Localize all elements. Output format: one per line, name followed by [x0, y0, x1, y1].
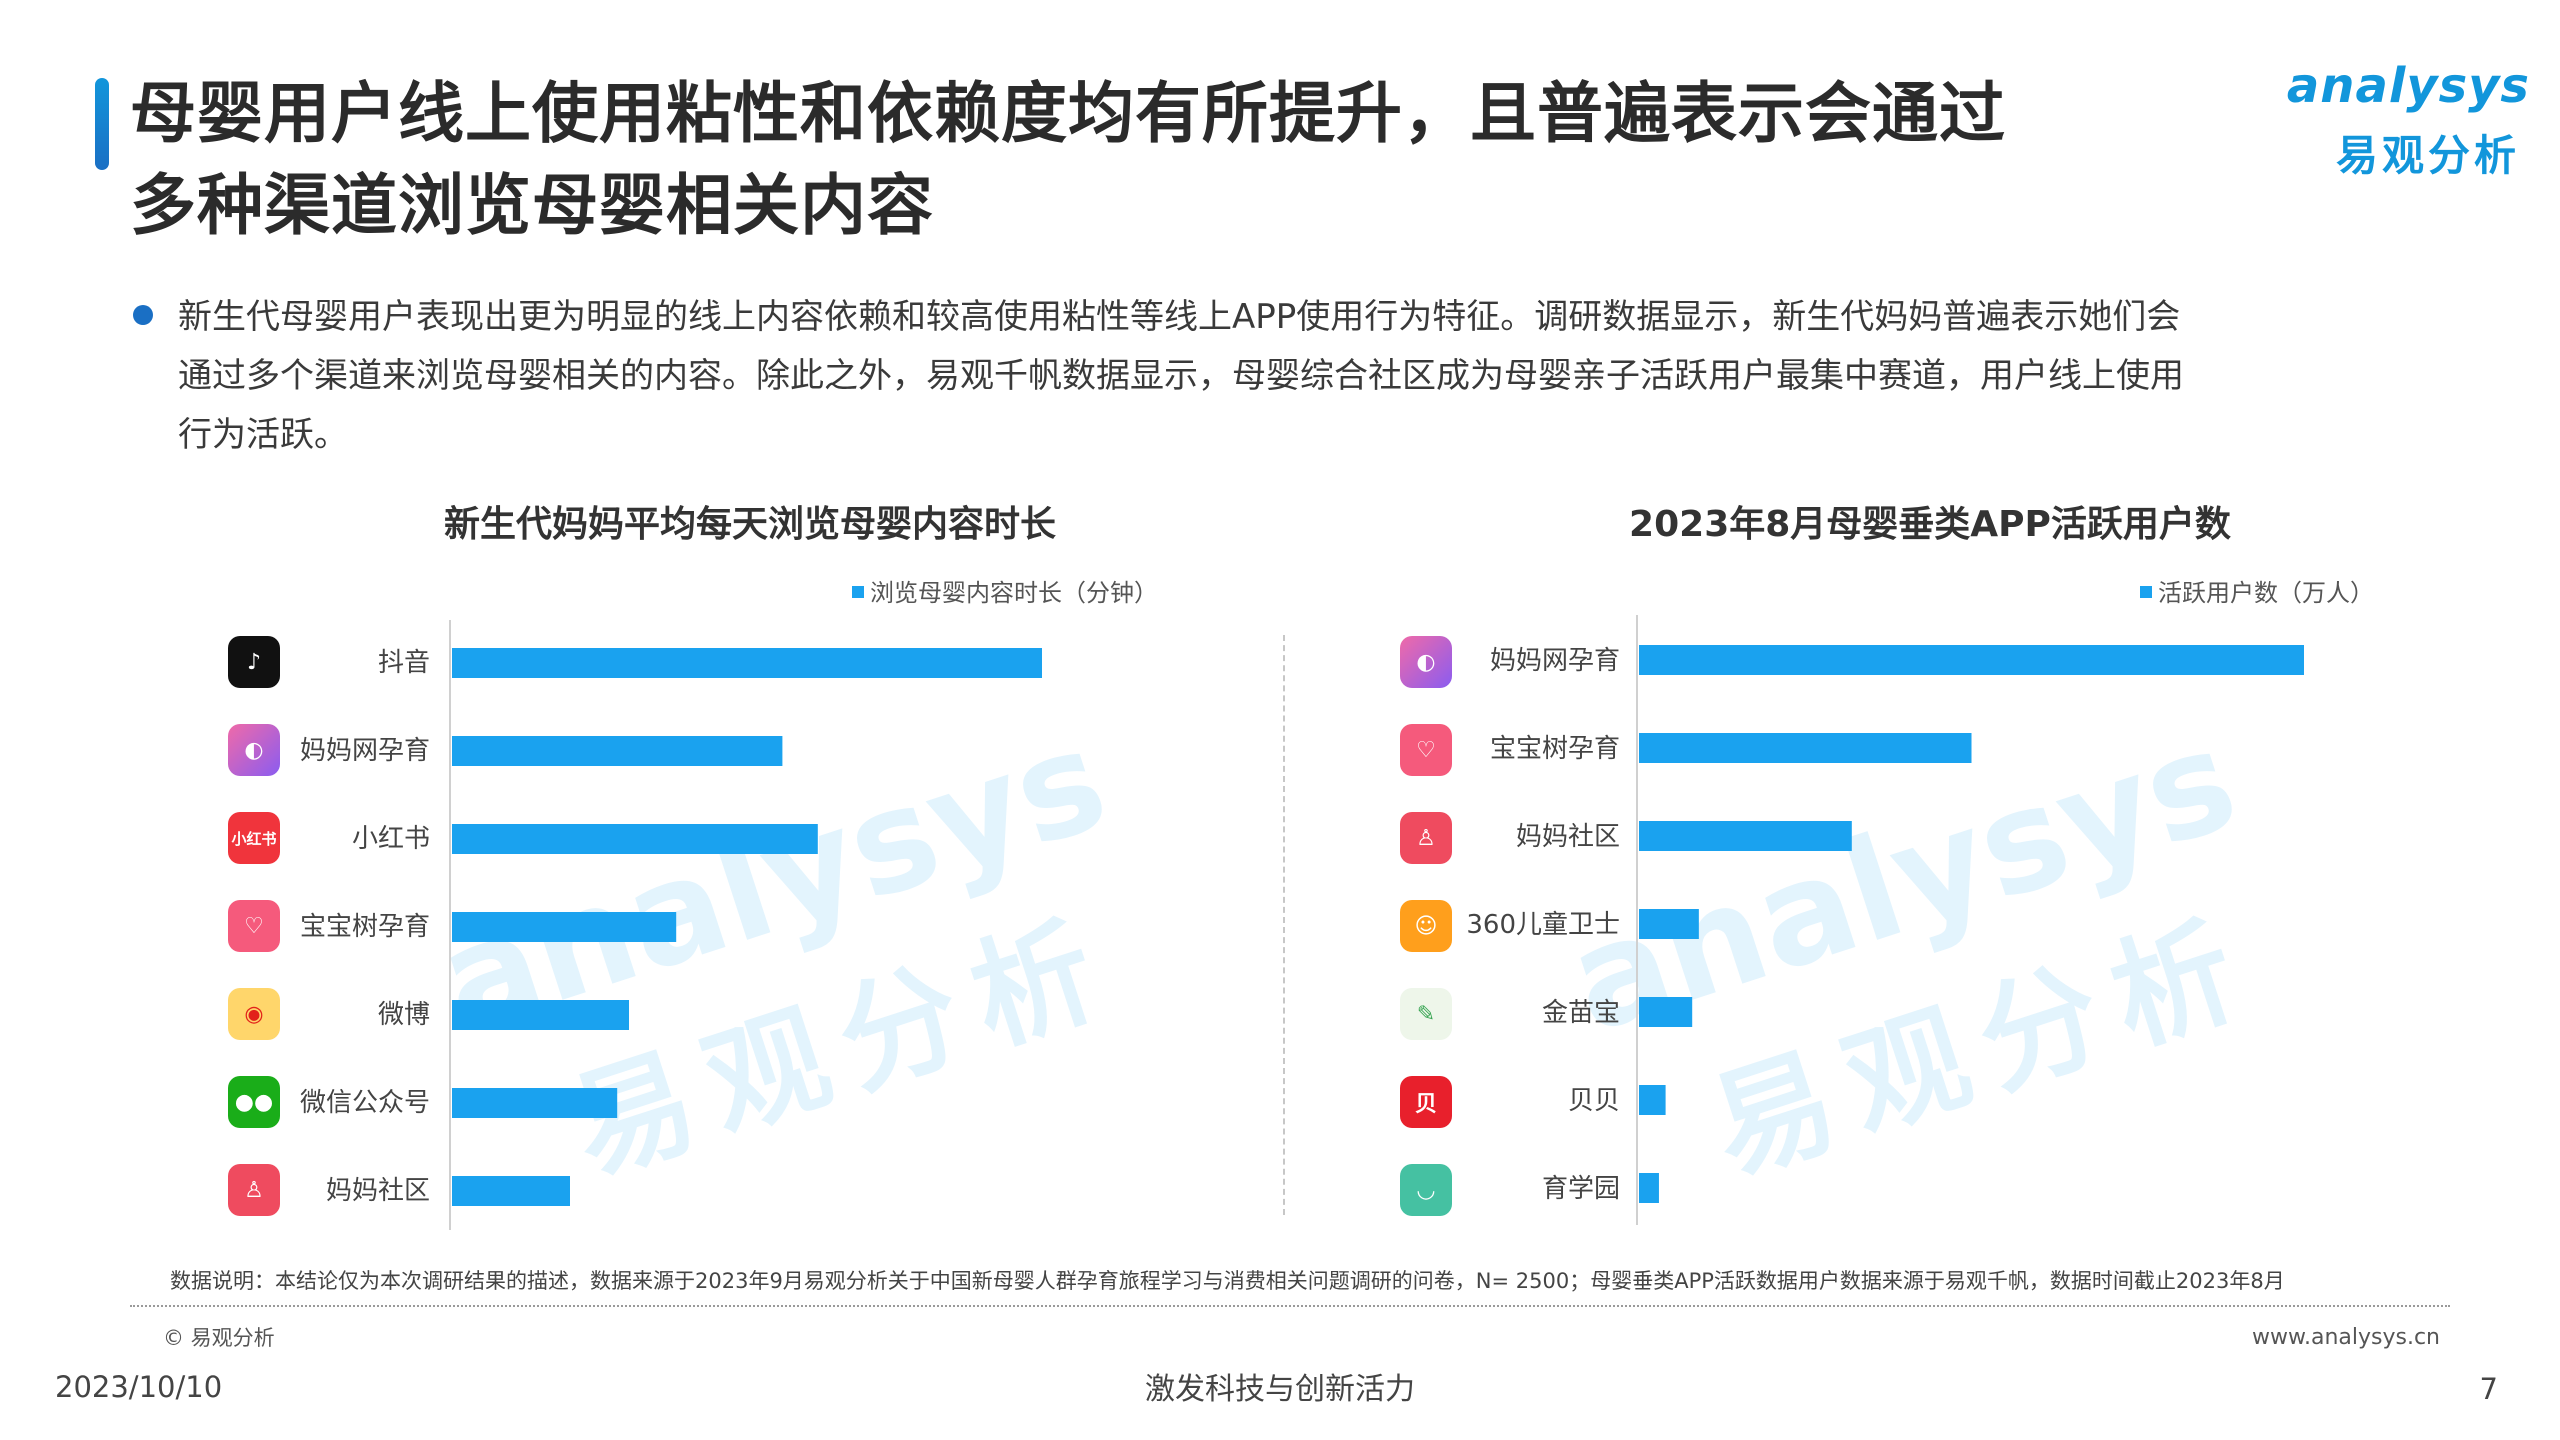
chart-1-bar-6 — [452, 1088, 618, 1118]
mama-community-icon: ♙ — [1400, 812, 1452, 864]
title-accent-bar — [95, 78, 109, 170]
chart-2-category-label: 金苗宝 — [1541, 998, 1620, 1028]
chart-2-bar-4 — [1639, 909, 1699, 939]
report-date: 2023/10/10 — [55, 1370, 223, 1404]
beibei-icon: 贝 — [1400, 1076, 1452, 1128]
bullet-paragraph: 新生代母婴用户表现出更为明显的线上内容依赖和较高使用粘性等线上APP使用行为特征… — [178, 288, 2408, 465]
chart-2-title: 2023年8月母婴垂类APP活跃用户数 — [1629, 504, 2231, 545]
jinmiaobao-icon: ✎ — [1400, 988, 1452, 1040]
title-line-1: 母婴用户线上使用粘性和依赖度均有所提升，且普遍表示会通过 — [130, 75, 2006, 152]
chart-1-bar-2 — [452, 736, 783, 766]
bullet-line-3: 行为活跃。 — [178, 415, 348, 455]
chart-2-bar-5 — [1639, 997, 1693, 1027]
bullet-line-2: 通过多个渠道来浏览母婴相关的内容。除此之外，易观千帆数据显示，母婴综合社区成为母… — [178, 356, 2184, 396]
copyright-text: © 易观分析 — [163, 1326, 275, 1350]
bullet-dot-icon — [133, 305, 153, 325]
legend-swatch — [2140, 586, 2152, 598]
chart-2-category-label: 360儿童卫士 — [1466, 910, 1620, 940]
chart-1-category-label: 妈妈网孕育 — [299, 736, 430, 766]
legend-swatch — [852, 586, 864, 598]
chart-1-bar-3 — [452, 824, 818, 854]
bullet-line-1: 新生代母婴用户表现出更为明显的线上内容依赖和较高使用粘性等线上APP使用行为特征… — [178, 297, 2181, 337]
chart-1-category-label: 宝宝树孕育 — [299, 912, 430, 942]
douyin-icon: ♪ — [228, 636, 280, 688]
logo-english: analysys — [2286, 58, 2530, 114]
chart-1-category-label: 小红书 — [351, 824, 430, 854]
chart-1-title: 新生代妈妈平均每天浏览母婴内容时长 — [443, 504, 1056, 545]
chart-2-bar-6 — [1639, 1085, 1666, 1115]
mamawang-icon: ◐ — [228, 724, 280, 776]
chart-2-legend-label: 活跃用户数（万人） — [2158, 579, 2374, 607]
page-title: 母婴用户线上使用粘性和依赖度均有所提升，且普遍表示会通过 多种渠道浏览母婴相关内… — [130, 68, 2270, 252]
chart-2-bar-7 — [1639, 1173, 1659, 1203]
xiaohongshu-icon: 小红书 — [228, 812, 280, 864]
title-line-2: 多种渠道浏览母婴相关内容 — [130, 167, 934, 244]
analysys-logo: analysys 易观分析 — [2270, 58, 2530, 188]
chart-1-category-label: 微博 — [377, 1000, 430, 1030]
chart-2-category-label: 宝宝树孕育 — [1489, 734, 1620, 764]
chart-2-bar-1 — [1639, 645, 2304, 675]
chart-2-bar-2 — [1639, 733, 1972, 763]
mamawang-icon: ◐ — [1400, 636, 1452, 688]
chart-2-category-label: 育学园 — [1541, 1174, 1620, 1204]
mama-community-icon: ♙ — [228, 1164, 280, 1216]
chart-2-bar-3 — [1639, 821, 1852, 851]
data-source-note: 数据说明：本结论仅为本次调研结果的描述，数据来源于2023年9月易观分析关于中国… — [170, 1269, 2285, 1293]
yuxueyuan-icon: ◡ — [1400, 1164, 1452, 1216]
chart-2-category-label: 妈妈社区 — [1515, 822, 1620, 852]
babytree-icon: ♡ — [228, 900, 280, 952]
kids-guard-icon: ☺ — [1400, 900, 1452, 952]
page-number: 7 — [2479, 1372, 2498, 1406]
footer-slogan: 激发科技与创新活力 — [1145, 1372, 1415, 1407]
chart-1-bar-7 — [452, 1176, 570, 1206]
wechat-icon: ●● — [228, 1076, 280, 1128]
footer-dotted-divider — [130, 1305, 2450, 1307]
chart-1-category-label: 微信公众号 — [299, 1088, 430, 1118]
chart-1-category-label: 妈妈社区 — [325, 1176, 430, 1206]
babytree-icon: ♡ — [1400, 724, 1452, 776]
chart-1-bar-5 — [452, 1000, 629, 1030]
weibo-icon: ◉ — [228, 988, 280, 1040]
chart-1-legend: 浏览母婴内容时长（分钟） — [852, 573, 1158, 608]
logo-chinese: 易观分析 — [2335, 131, 2520, 180]
chart-1-bar-1 — [452, 648, 1042, 678]
chart-1-category-label: 抖音 — [377, 648, 430, 678]
chart-1-legend-label: 浏览母婴内容时长（分钟） — [870, 579, 1158, 607]
chart-2-category-label: 贝贝 — [1567, 1086, 1620, 1116]
website-link[interactable]: www.analysys.cn — [2252, 1325, 2440, 1350]
chart-1-bar-4 — [452, 912, 677, 942]
chart-2-legend: 活跃用户数（万人） — [2140, 573, 2374, 608]
chart-divider — [1283, 635, 1285, 1215]
chart-2-category-label: 妈妈网孕育 — [1489, 646, 1620, 676]
